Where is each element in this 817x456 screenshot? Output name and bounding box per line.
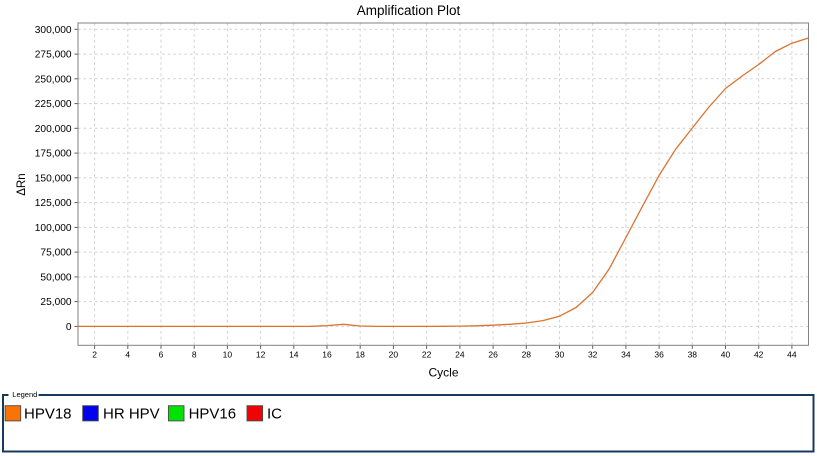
svg-text:34: 34 [621, 349, 631, 359]
svg-text:275,000: 275,000 [35, 50, 72, 61]
svg-text:44: 44 [787, 349, 797, 359]
svg-text:2: 2 [92, 349, 97, 359]
svg-text:Amplification Plot: Amplification Plot [357, 3, 461, 18]
svg-text:32: 32 [588, 349, 598, 359]
svg-text:30: 30 [555, 349, 565, 359]
svg-text:16: 16 [322, 349, 332, 359]
svg-text:300,000: 300,000 [35, 25, 72, 36]
svg-text:4: 4 [125, 349, 130, 359]
svg-text:HPV18: HPV18 [24, 406, 72, 423]
svg-text:175,000: 175,000 [35, 149, 72, 160]
svg-text:6: 6 [159, 349, 164, 359]
svg-text:75,000: 75,000 [40, 248, 71, 259]
svg-text:14: 14 [289, 349, 299, 359]
svg-text:50,000: 50,000 [40, 273, 71, 284]
svg-text:100,000: 100,000 [35, 223, 72, 234]
svg-text:Legend: Legend [12, 390, 37, 399]
svg-text:225,000: 225,000 [35, 99, 72, 110]
svg-text:200,000: 200,000 [35, 124, 72, 135]
svg-text:Cycle: Cycle [428, 365, 458, 379]
svg-text:42: 42 [754, 349, 764, 359]
svg-text:8: 8 [192, 349, 197, 359]
svg-text:38: 38 [688, 349, 698, 359]
svg-text:18: 18 [355, 349, 365, 359]
svg-text:250,000: 250,000 [35, 74, 72, 85]
svg-text:12: 12 [256, 349, 266, 359]
svg-text:25,000: 25,000 [40, 297, 71, 308]
svg-text:150,000: 150,000 [35, 173, 72, 184]
svg-text:40: 40 [721, 349, 731, 359]
svg-text:20: 20 [389, 349, 399, 359]
svg-text:HPV16: HPV16 [189, 406, 237, 423]
svg-text:22: 22 [422, 349, 432, 359]
svg-text:36: 36 [654, 349, 664, 359]
svg-text:125,000: 125,000 [35, 198, 72, 209]
svg-text:26: 26 [488, 349, 498, 359]
svg-text:HR HPV: HR HPV [103, 406, 160, 423]
svg-text:10: 10 [223, 349, 233, 359]
svg-text:ΔRn: ΔRn [16, 173, 28, 195]
svg-text:28: 28 [522, 349, 532, 359]
svg-text:IC: IC [267, 406, 282, 423]
svg-text:24: 24 [455, 349, 465, 359]
svg-text:0: 0 [66, 322, 72, 333]
